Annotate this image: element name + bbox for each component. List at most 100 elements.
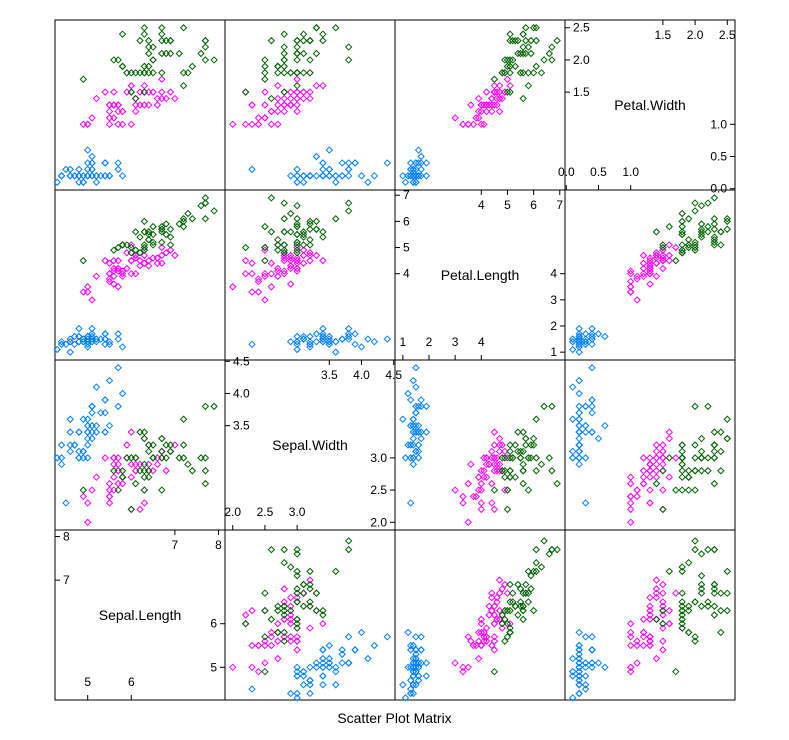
data-point-group-1 — [588, 340, 596, 349]
data-point-group-3 — [280, 49, 288, 58]
data-point-group-3 — [286, 209, 295, 218]
data-point-group-2 — [118, 479, 127, 488]
data-point-group-1 — [357, 628, 366, 637]
data-point-group-3 — [684, 486, 693, 494]
data-point-group-3 — [704, 402, 712, 411]
data-point-group-2 — [646, 460, 654, 469]
data-point-group-1 — [575, 681, 583, 689]
data-point-group-2 — [92, 94, 101, 103]
data-point-group-2 — [488, 593, 496, 602]
data-point-group-2 — [131, 454, 140, 462]
data-point-group-2 — [495, 94, 504, 103]
data-point-group-2 — [158, 251, 166, 260]
data-point-group-3 — [704, 598, 712, 606]
data-point-group-3 — [140, 243, 149, 252]
data-point-group-3 — [293, 49, 301, 58]
panel-border — [224, 19, 396, 191]
data-point-group-2 — [639, 628, 648, 637]
data-point-group-3 — [710, 479, 719, 488]
data-point-group-2 — [153, 460, 162, 469]
data-point-group-3 — [529, 606, 538, 615]
data-point-group-3 — [678, 454, 686, 462]
data-point-group-1 — [412, 650, 420, 658]
data-point-group-3 — [723, 606, 731, 615]
data-point-group-2 — [286, 615, 295, 624]
data-point-group-1 — [338, 335, 346, 343]
data-point-group-1 — [105, 337, 114, 346]
data-point-group-1 — [417, 633, 425, 641]
data-point-group-1 — [344, 159, 353, 167]
data-point-group-3 — [184, 460, 192, 469]
data-point-group-2 — [474, 94, 483, 103]
data-point-group-2 — [477, 120, 486, 129]
data-point-group-3 — [188, 467, 197, 475]
data-point-group-3 — [508, 598, 517, 606]
data-point-group-3 — [697, 454, 706, 462]
data-point-group-3 — [201, 36, 210, 45]
data-point-group-1 — [412, 659, 420, 667]
tick-label: 3 — [452, 335, 459, 349]
data-point-group-1 — [422, 172, 431, 180]
data-point-group-2 — [105, 259, 114, 267]
data-point-group-3 — [522, 589, 530, 597]
data-point-group-3 — [672, 256, 680, 265]
data-point-group-2 — [488, 454, 496, 462]
data-point-group-3 — [280, 606, 288, 615]
data-point-group-2 — [110, 486, 118, 494]
data-point-group-2 — [127, 120, 135, 129]
data-point-group-2 — [495, 589, 504, 597]
data-point-group-3 — [717, 228, 725, 236]
data-point-group-3 — [519, 467, 527, 475]
data-point-group-3 — [529, 567, 538, 576]
data-point-group-1 — [293, 172, 301, 180]
data-point-group-1 — [286, 172, 295, 180]
data-point-group-2 — [131, 467, 140, 475]
data-point-group-1 — [409, 654, 418, 663]
data-point-group-2 — [652, 576, 661, 584]
data-point-group-3 — [140, 486, 149, 494]
data-point-group-1 — [325, 659, 334, 667]
data-point-group-3 — [274, 62, 282, 71]
data-point-group-1 — [344, 659, 353, 667]
data-point-group-1 — [114, 335, 122, 343]
data-point-group-1 — [575, 641, 583, 650]
data-point-group-1 — [575, 659, 583, 667]
data-point-group-1 — [351, 159, 359, 167]
data-point-group-3 — [710, 441, 719, 449]
data-point-group-3 — [524, 486, 533, 494]
data-point-group-2 — [114, 454, 122, 462]
data-point-group-1 — [293, 663, 301, 672]
data-point-group-1 — [417, 152, 425, 161]
data-point-group-1 — [409, 415, 418, 423]
data-point-group-1 — [575, 654, 583, 663]
tick-label: 6 — [403, 214, 410, 228]
data-point-group-1 — [319, 172, 327, 180]
data-point-group-2 — [490, 505, 499, 514]
data-point-group-2 — [114, 120, 122, 129]
data-point-group-3 — [710, 238, 719, 247]
data-point-group-1 — [588, 330, 596, 338]
data-point-group-2 — [105, 114, 114, 122]
data-point-group-2 — [248, 269, 256, 278]
data-point-group-2 — [490, 637, 499, 645]
data-point-group-1 — [75, 454, 83, 462]
data-point-group-2 — [652, 654, 661, 663]
data-point-group-1 — [575, 663, 583, 672]
panel-petal-length-vs-sepal-length — [53, 189, 226, 361]
data-point-group-1 — [406, 689, 415, 698]
data-point-group-2 — [646, 602, 654, 610]
data-point-group-1 — [575, 409, 583, 417]
data-point-group-2 — [633, 275, 641, 283]
data-point-group-1 — [588, 659, 596, 667]
data-point-group-3 — [522, 24, 530, 32]
data-point-group-3 — [691, 537, 699, 545]
data-point-group-1 — [75, 428, 83, 436]
data-point-group-3 — [684, 558, 693, 567]
data-point-group-1 — [575, 447, 583, 456]
data-point-group-1 — [319, 172, 327, 180]
data-point-group-1 — [575, 402, 583, 411]
data-point-group-2 — [267, 283, 276, 291]
data-point-group-3 — [114, 56, 122, 64]
data-point-group-3 — [293, 550, 301, 558]
data-point-group-3 — [280, 43, 288, 51]
